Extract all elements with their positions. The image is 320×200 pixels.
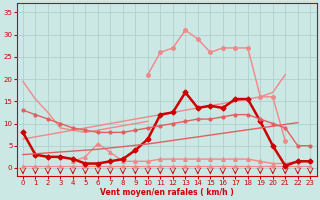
X-axis label: Vent moyen/en rafales ( km/h ): Vent moyen/en rafales ( km/h )	[100, 188, 234, 197]
